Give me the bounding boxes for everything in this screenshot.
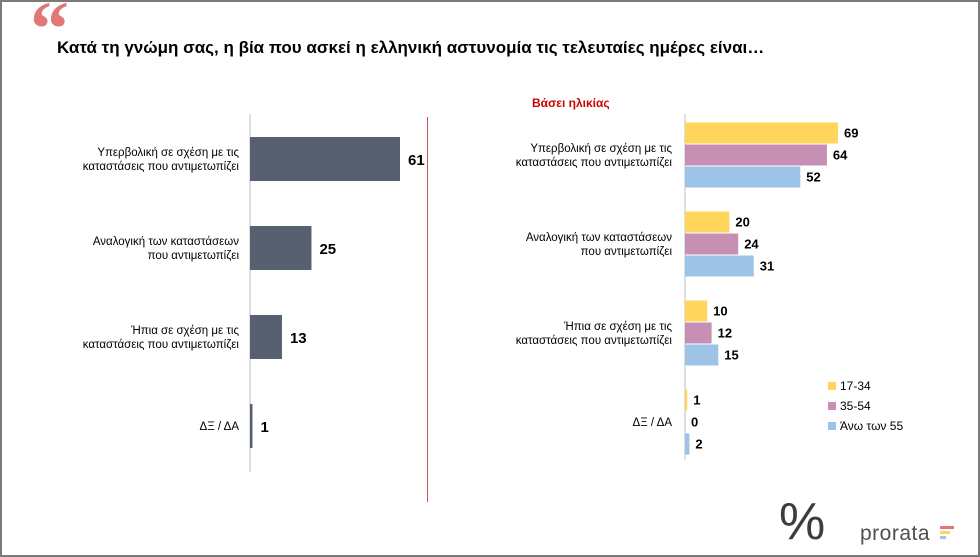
age-value-label-0-1: 64 xyxy=(833,148,848,163)
logo-text: prorata xyxy=(860,522,931,545)
age-value-label-2-0: 10 xyxy=(713,304,727,319)
question-title: Κατά τη γνώμη σας, η βία που ασκεί η ελλ… xyxy=(57,38,765,57)
age-bar-3-2 xyxy=(685,433,690,455)
logo-percent-icon: % xyxy=(779,493,826,551)
total-bar-1 xyxy=(250,226,312,270)
legend-swatch-35-54 xyxy=(828,402,836,410)
total-category-label-0: Υπερβολική σε σχέση με τις καταστάσεις πο… xyxy=(83,147,240,173)
age-category-label-1: Αναλογική των καταστάσεων που αντιμετωπίζ… xyxy=(526,232,673,258)
legend-label-35-54: 35-54 xyxy=(840,399,871,413)
age-value-label-2-2: 15 xyxy=(724,348,738,363)
total-category-label-2: Ήπια σε σχέση με τις καταστάσεις που αντι… xyxy=(83,325,240,351)
age-category-label-3: ΔΞ / ΔΑ xyxy=(633,417,673,429)
total-bar-0 xyxy=(250,137,400,181)
quote-icon: “ xyxy=(30,0,69,72)
age-bar-1-0 xyxy=(685,211,730,233)
age-category-label-2: Ήπια σε σχέση με τις καταστάσεις που αντι… xyxy=(516,321,673,347)
logo-bar-1 xyxy=(940,526,954,529)
age-bar-1-1 xyxy=(685,233,739,255)
age-legend: 17-34 35-54 Άνω των 55 xyxy=(828,376,903,436)
age-value-label-2-1: 12 xyxy=(718,326,732,341)
total-value-label-2: 13 xyxy=(290,330,307,347)
age-subtitle: Βάσει ηλικίας xyxy=(532,96,610,110)
age-bar-0-2 xyxy=(685,166,801,188)
age-bar-0-0 xyxy=(685,122,838,144)
logo-bar-2 xyxy=(940,531,950,534)
age-value-label-3-1: 0 xyxy=(691,415,698,430)
legend-item-17-34: 17-34 xyxy=(828,376,903,396)
age-bar-1-2 xyxy=(685,255,754,277)
age-value-label-3-0: 1 xyxy=(693,393,700,408)
age-bar-3-0 xyxy=(685,389,688,411)
age-value-label-1-2: 31 xyxy=(760,259,774,274)
age-value-label-0-2: 52 xyxy=(806,170,820,185)
legend-label-17-34: 17-34 xyxy=(840,379,871,393)
legend-item-35-54: 35-54 xyxy=(828,396,903,416)
age-bar-2-0 xyxy=(685,300,708,322)
logo-bars-icon xyxy=(940,526,958,544)
total-value-label-1: 25 xyxy=(319,241,336,258)
age-value-label-0-0: 69 xyxy=(844,126,858,141)
chart-divider xyxy=(427,117,428,502)
logo-bar-3 xyxy=(940,536,946,539)
age-bar-0-1 xyxy=(685,144,827,166)
total-category-label-1: Αναλογική των καταστάσεων που αντιμετωπίζ… xyxy=(93,236,240,262)
age-value-label-3-2: 2 xyxy=(695,437,702,452)
legend-item-55-plus: Άνω των 55 xyxy=(828,416,903,436)
legend-swatch-55-plus xyxy=(828,422,836,430)
total-bar-2 xyxy=(250,315,282,359)
age-value-label-1-0: 20 xyxy=(735,215,749,230)
total-category-label-3: ΔΞ / ΔΑ xyxy=(200,421,240,433)
legend-swatch-17-34 xyxy=(828,382,836,390)
total-value-label-3: 1 xyxy=(260,419,268,436)
age-category-label-0: Υπερβολική σε σχέση με τις καταστάσεις πο… xyxy=(516,143,673,169)
legend-label-55-plus: Άνω των 55 xyxy=(840,419,904,433)
age-bar-2-1 xyxy=(685,322,712,344)
total-value-label-0: 61 xyxy=(408,152,425,169)
age-value-label-1-1: 24 xyxy=(744,237,759,252)
total-bar-3 xyxy=(250,404,253,448)
age-bar-2-2 xyxy=(685,344,719,366)
